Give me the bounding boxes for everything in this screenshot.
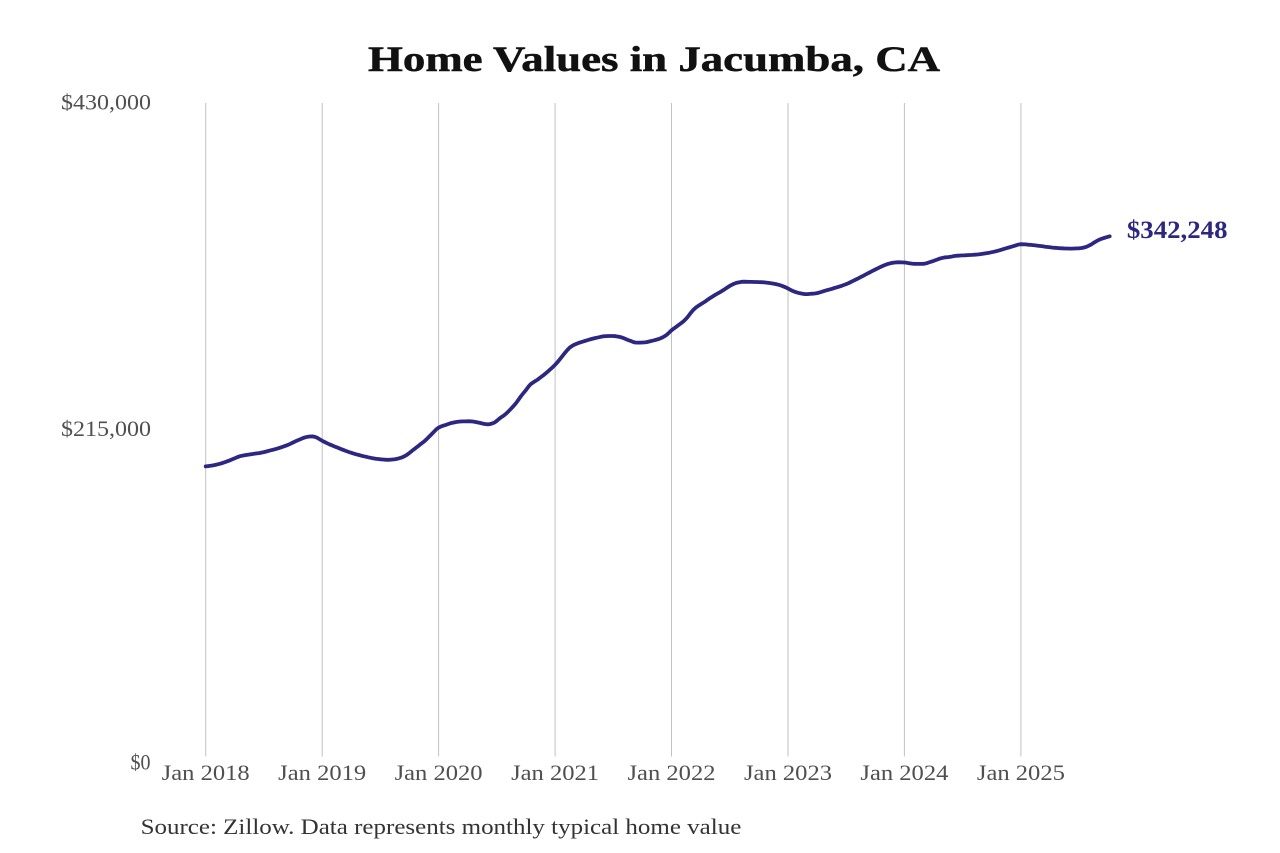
svg-text:Jan 2025: Jan 2025 xyxy=(977,760,1065,785)
svg-text:$342,248: $342,248 xyxy=(1127,215,1228,244)
svg-text:$430,000: $430,000 xyxy=(61,90,151,115)
svg-text:Jan 2021: Jan 2021 xyxy=(511,760,599,785)
svg-text:Jan 2018: Jan 2018 xyxy=(162,760,250,785)
svg-text:Jan 2023: Jan 2023 xyxy=(744,760,832,785)
svg-text:Jan 2020: Jan 2020 xyxy=(395,760,483,785)
svg-text:Jan 2024: Jan 2024 xyxy=(860,760,948,785)
svg-text:Home Values in Jacumba, CA: Home Values in Jacumba, CA xyxy=(368,39,940,79)
svg-text:$0: $0 xyxy=(131,749,151,774)
svg-text:Source: Zillow. Data represent: Source: Zillow. Data represents monthly … xyxy=(141,814,742,839)
svg-text:Jan 2019: Jan 2019 xyxy=(278,760,366,785)
svg-text:$215,000: $215,000 xyxy=(61,416,151,441)
svg-text:Jan 2022: Jan 2022 xyxy=(628,760,716,785)
